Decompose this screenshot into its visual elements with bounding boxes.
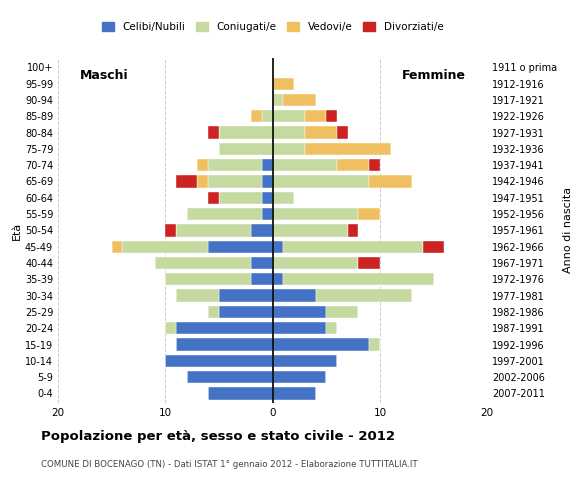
Legend: Celibi/Nubili, Coniugati/e, Vedovi/e, Divorziati/e: Celibi/Nubili, Coniugati/e, Vedovi/e, Di… — [97, 18, 448, 36]
Bar — [326, 322, 337, 335]
Bar — [262, 175, 273, 188]
Bar — [262, 208, 273, 220]
Bar — [369, 159, 380, 171]
Text: Femmine: Femmine — [402, 69, 466, 82]
Bar — [273, 192, 294, 204]
Bar — [273, 371, 326, 383]
Bar — [198, 159, 208, 171]
Bar — [273, 306, 326, 318]
Bar — [262, 110, 273, 122]
Bar — [262, 192, 273, 204]
Bar — [273, 355, 337, 367]
Bar — [208, 159, 262, 171]
Bar — [273, 322, 326, 335]
Bar — [198, 175, 208, 188]
Bar — [208, 306, 219, 318]
Bar — [122, 240, 208, 253]
Bar — [251, 257, 273, 269]
Bar — [176, 322, 273, 335]
Bar — [273, 240, 284, 253]
Bar — [208, 387, 273, 399]
Bar — [326, 306, 358, 318]
Bar — [273, 175, 369, 188]
Bar — [219, 126, 273, 139]
Bar — [358, 257, 380, 269]
Bar — [208, 240, 273, 253]
Bar — [284, 240, 423, 253]
Bar — [369, 338, 380, 350]
Bar — [273, 208, 358, 220]
Bar — [219, 192, 262, 204]
Bar — [176, 175, 197, 188]
Bar — [262, 159, 273, 171]
Bar — [251, 224, 273, 237]
Bar — [273, 257, 358, 269]
Bar — [273, 143, 305, 155]
Bar — [305, 110, 326, 122]
Bar — [326, 110, 337, 122]
Bar — [187, 371, 273, 383]
Bar — [165, 273, 251, 286]
Bar — [165, 224, 176, 237]
Bar — [112, 240, 122, 253]
Bar — [316, 289, 412, 302]
Bar — [208, 126, 219, 139]
Bar — [219, 289, 273, 302]
Bar — [423, 240, 444, 253]
Bar — [154, 257, 251, 269]
Bar — [348, 224, 358, 237]
Bar — [176, 289, 219, 302]
Bar — [219, 306, 273, 318]
Bar — [219, 143, 273, 155]
Bar — [165, 355, 273, 367]
Bar — [273, 94, 284, 106]
Bar — [305, 143, 391, 155]
Bar — [337, 159, 369, 171]
Bar — [337, 126, 348, 139]
Bar — [284, 273, 434, 286]
Bar — [273, 78, 294, 90]
Bar — [305, 126, 337, 139]
Bar — [165, 322, 176, 335]
Y-axis label: Età: Età — [12, 221, 22, 240]
Bar — [273, 159, 337, 171]
Y-axis label: Anno di nascita: Anno di nascita — [563, 187, 572, 274]
Bar — [369, 175, 412, 188]
Bar — [273, 387, 316, 399]
Bar — [273, 289, 316, 302]
Text: Maschi: Maschi — [79, 69, 128, 82]
Bar — [251, 273, 273, 286]
Text: COMUNE DI BOCENAGO (TN) - Dati ISTAT 1° gennaio 2012 - Elaborazione TUTTITALIA.I: COMUNE DI BOCENAGO (TN) - Dati ISTAT 1° … — [41, 460, 417, 469]
Bar — [208, 192, 219, 204]
Bar — [176, 224, 251, 237]
Bar — [358, 208, 380, 220]
Bar — [187, 208, 262, 220]
Bar — [251, 110, 262, 122]
Bar — [273, 126, 305, 139]
Bar — [273, 110, 305, 122]
Bar — [273, 338, 369, 350]
Text: Popolazione per età, sesso e stato civile - 2012: Popolazione per età, sesso e stato civil… — [41, 430, 394, 443]
Bar — [208, 175, 262, 188]
Bar — [273, 273, 284, 286]
Bar — [273, 224, 348, 237]
Bar — [176, 338, 273, 350]
Bar — [284, 94, 316, 106]
